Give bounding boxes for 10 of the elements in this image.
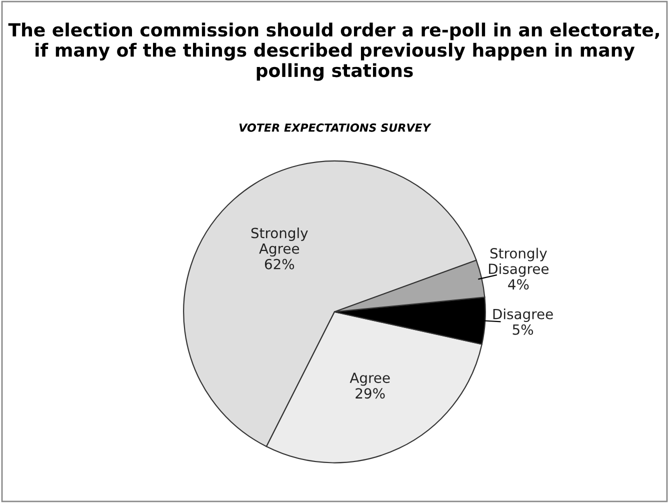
- chart-title: The election commission should order a re-poll in an electorate, if many of the things described previously happen in many polling stations: [8, 22, 659, 81]
- data-label: 62%: [264, 258, 294, 270]
- slice-label: Strongly Disagree: [488, 248, 548, 277]
- chart-subtitle: VOTER EXPECTATIONS SURVEY: [239, 123, 432, 132]
- slice-label: Strongly Agree: [251, 228, 308, 257]
- slice-label: Disagree: [493, 308, 553, 322]
- data-label: 4%: [508, 279, 529, 290]
- data-label: 29%: [356, 388, 385, 399]
- data-label: 5%: [512, 324, 534, 335]
- slice-label: Agree: [350, 372, 390, 386]
